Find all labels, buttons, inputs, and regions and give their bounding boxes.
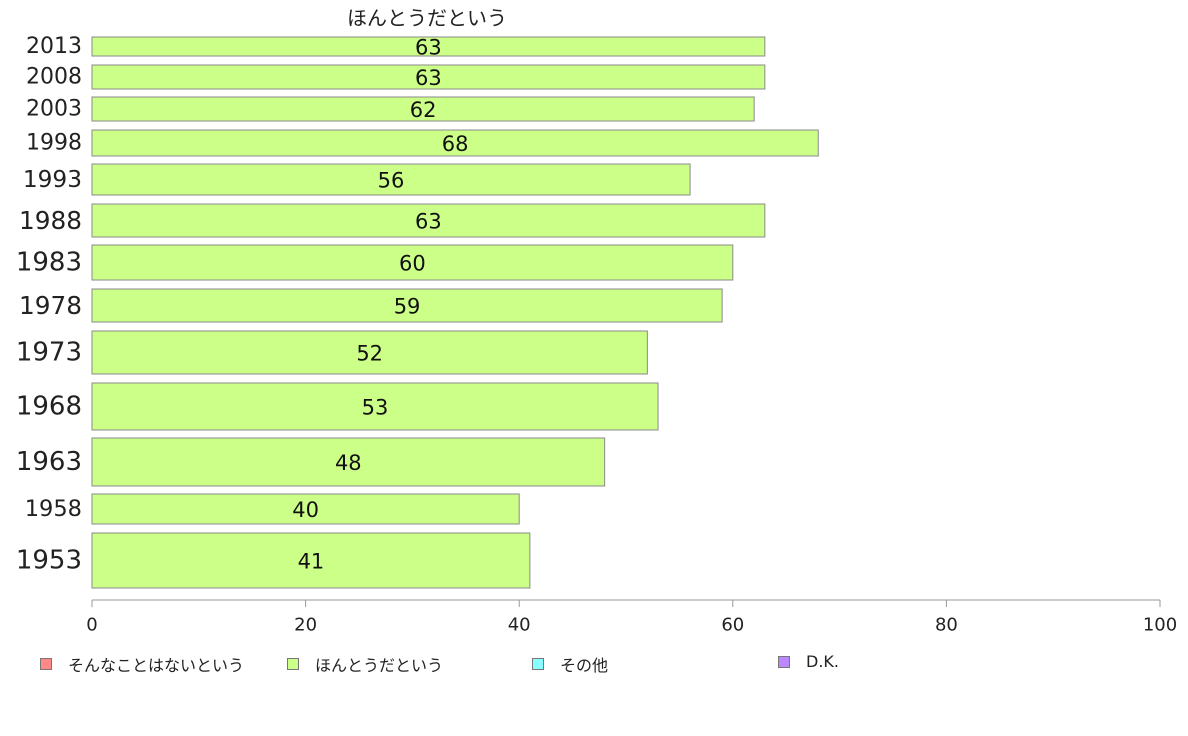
x-tick-label: 60	[721, 615, 744, 636]
bar-1963	[91, 437, 606, 487]
legend-item: ほんとうだという	[287, 652, 443, 676]
data-label: 41	[298, 550, 325, 574]
category-label: 1963	[16, 447, 82, 477]
bar-1953	[91, 532, 531, 589]
x-tick-label: 100	[1143, 615, 1177, 636]
legend-item: そんなことはないという	[40, 652, 244, 676]
x-tick-label: 20	[294, 615, 317, 636]
category-label: 2008	[26, 65, 82, 90]
category-label: 1988	[19, 206, 82, 235]
bar-chart: ほんとうだという 2013 63 2008 63 2003 62 1998 68 1993 56 1…	[16, 6, 1177, 636]
category-label: 1983	[16, 248, 82, 278]
data-label: 63	[415, 210, 442, 234]
legend-swatch-hontou	[287, 658, 299, 670]
bar-1998	[91, 129, 819, 157]
bar-1968	[91, 382, 659, 431]
category-label: 1993	[23, 166, 82, 193]
x-tick-label: 40	[508, 615, 531, 636]
category-label: 1973	[16, 338, 82, 368]
data-label: 68	[442, 132, 469, 156]
data-label: 48	[335, 451, 362, 475]
data-label: 56	[378, 169, 405, 193]
legend-item: D.K.	[778, 652, 839, 671]
data-label: 40	[292, 498, 319, 522]
category-label: 1953	[16, 546, 82, 576]
data-label: 59	[394, 295, 421, 319]
legend-item: その他	[532, 652, 608, 676]
legend-label: ほんとうだという	[315, 656, 444, 675]
bars: 2013 63 2008 63 2003 62 1998 68 1993 56 1988 63 1983…	[16, 34, 819, 589]
category-label: 1998	[26, 131, 82, 156]
category-label: 2003	[26, 97, 82, 122]
data-label: 63	[415, 36, 442, 60]
data-label: 62	[410, 98, 437, 122]
legend-swatch-dk	[778, 655, 790, 668]
bar-1988	[91, 203, 766, 238]
bar-1973	[91, 330, 648, 375]
bar-1983	[91, 244, 734, 281]
legend-swatch-other	[532, 658, 544, 670]
bar-1958	[91, 493, 520, 525]
bar-2008	[91, 64, 766, 90]
data-label: 60	[399, 252, 426, 276]
legend-label: その他	[560, 656, 609, 675]
chart-title: ほんとうだという	[347, 6, 507, 30]
legend-label: そんなことはないという	[68, 656, 245, 675]
bar-1978	[91, 288, 723, 323]
bar-2013	[91, 36, 766, 57]
bar-2003	[91, 96, 755, 122]
data-label: 63	[415, 66, 442, 90]
legend-swatch-sonna	[40, 658, 52, 670]
x-axis: 0 20 40 60 80 100	[86, 599, 1177, 636]
legend: そんなことはないという ほんとうだという その他 D.K.	[40, 652, 1140, 676]
category-label: 2013	[26, 34, 82, 59]
data-label: 52	[356, 342, 383, 366]
data-label: 53	[362, 396, 389, 420]
category-label: 1978	[19, 291, 82, 320]
bar-1993	[91, 163, 691, 196]
category-label: 1968	[16, 392, 82, 422]
x-tick-label: 80	[935, 615, 958, 636]
x-tick-label: 0	[86, 615, 97, 636]
legend-label: D.K.	[806, 652, 839, 671]
category-label: 1958	[25, 496, 82, 522]
